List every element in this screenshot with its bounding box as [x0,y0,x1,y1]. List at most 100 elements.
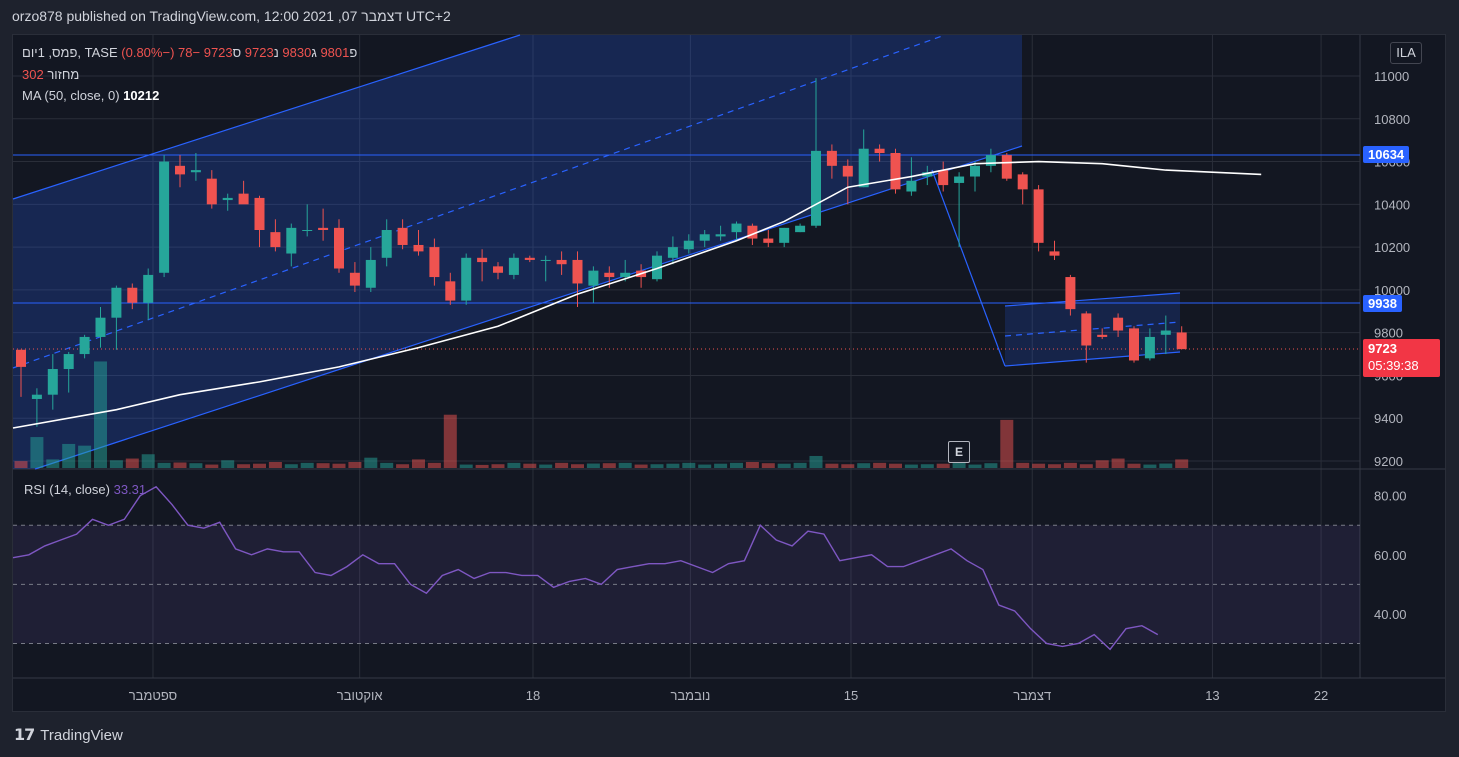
symbol-label[interactable]: פמס, 1יום, TASE [22,45,118,60]
volume-bar [109,460,123,468]
candle-body [588,270,599,286]
candle-body [111,287,122,318]
tradingview-logo[interactable]: 𝟭𝟳 TradingView [14,725,123,745]
volume-bar [1143,464,1157,468]
volume-bar [205,464,219,468]
candle-body [826,150,837,166]
rising-channel-fill [13,35,1022,469]
volume-bar [1111,458,1125,468]
earnings-badge[interactable]: E [948,441,970,463]
candle-body [190,170,201,173]
candle-body [206,178,217,205]
volume-bar [443,414,457,468]
volume-bar [1063,462,1077,468]
volume-bar [459,464,473,468]
candle-body [524,257,535,260]
volume-bar [714,463,728,468]
volume-bar [857,463,871,468]
volume-bar [14,461,28,468]
rsi-tick-label: 80.00 [1374,489,1407,504]
candle-body [286,227,297,254]
rsi-legend[interactable]: RSI (14, close) 33.31 [24,482,146,497]
price-tick-label: 10400 [1374,197,1410,212]
volume-bar [348,461,362,468]
flagpole-line [931,169,1006,367]
volume-value: 302 [22,67,44,82]
ma-50-line [12,160,1262,429]
candle-body [47,369,58,395]
volume-bar [1095,460,1109,468]
volume-bar [555,462,569,468]
channel-lower-line [34,145,1023,470]
candle-body [365,259,376,288]
candle-body [381,230,392,258]
candle-body [1129,328,1139,361]
price-tick-label: 9800 [1374,326,1403,341]
volume-legend: מחזור 302 [22,67,79,82]
candle-body [95,317,106,337]
chart-frame[interactable] [12,34,1446,712]
volume-bar [157,462,171,468]
candle-body [413,244,424,252]
candle-body [1160,330,1171,335]
candle-body [1033,189,1044,243]
volume-bar [793,462,807,468]
close-label: ס [232,45,242,60]
candle-body [31,394,42,399]
time-tick-label: נובמבר [670,688,710,703]
candle-body [1097,334,1108,337]
volume-bar [936,463,950,468]
candle-body [238,193,249,205]
ma-legend[interactable]: MA (50, close, 0) 10212 [22,88,159,103]
rsi-label: RSI (14, close) [24,482,110,497]
currency-button[interactable]: ILA [1390,42,1422,64]
flag-mid-line [1004,321,1181,337]
candle-body [1081,313,1092,346]
volume-bar [777,463,791,468]
open-value: 9801 [320,45,350,60]
volume-bar [1048,464,1061,468]
volume-bar [1127,463,1141,468]
candle-body [795,225,806,233]
volume-bar [396,464,410,468]
bar-countdown: 05:39:38 [1368,358,1419,373]
volume-bar [253,463,266,468]
volume-bar [237,464,251,468]
candle-body [397,227,408,245]
volume-bar [523,463,537,468]
time-tick-label: אוקטובר [337,688,383,703]
volume-bar [539,464,553,468]
open-label: פ [349,45,358,60]
volume-bar [904,464,918,468]
candle-body [1113,317,1124,331]
volume-bar [300,462,314,468]
candle-body [731,223,742,233]
candle-body [334,227,344,269]
candle-body [922,172,933,177]
price-tick-label: 11000 [1374,69,1409,84]
candle-body [572,259,583,284]
volume-bar [1175,459,1189,468]
candle-body [1001,155,1012,179]
price-tick-label: 10200 [1374,240,1410,255]
rsi-line [12,485,1159,651]
price-tick-label: 10000 [1374,283,1410,298]
flag-upper-line [1004,292,1181,307]
volume-bar [380,462,394,468]
candle-body [461,257,472,301]
volume-bar [284,464,298,468]
volume-bar [602,463,616,468]
low-value: 9723 [244,45,274,60]
candle-body [429,247,440,278]
candle-body [302,230,313,231]
time-tick-label: ספטמבר [129,688,177,703]
volume-bar [1032,463,1046,468]
volume-bar [46,459,60,468]
volume-bar [825,463,839,468]
candle-body [715,234,726,237]
candle-body [811,150,821,226]
candle-body [842,165,853,177]
volume-bar [920,464,934,468]
candle-body [890,153,901,190]
